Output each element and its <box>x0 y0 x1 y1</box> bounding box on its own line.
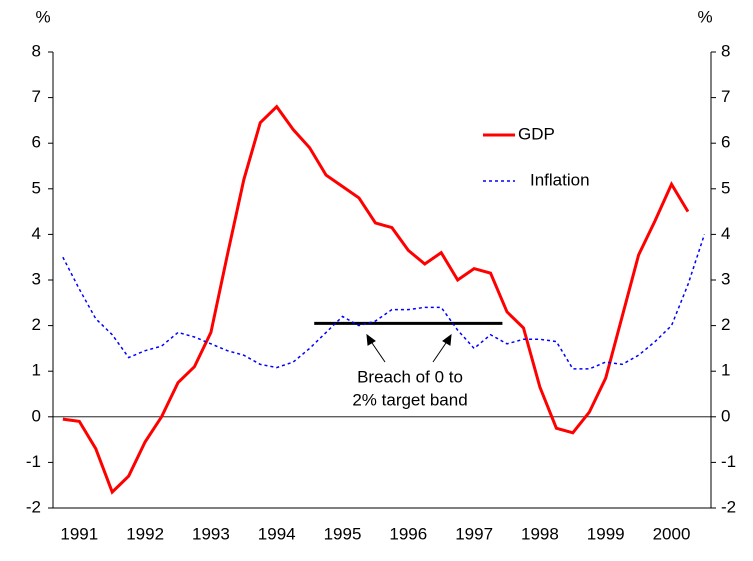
y2-tick-label: 8 <box>721 41 730 60</box>
x-tick-label: 1993 <box>192 524 230 543</box>
y2-tick-label: 1 <box>721 361 730 380</box>
series-line <box>62 104 690 495</box>
x-tick-label: 1997 <box>455 524 493 543</box>
y2-tick-label: -1 <box>721 452 736 471</box>
x-tick-label: 1994 <box>258 524 296 543</box>
y-tick-label: 2 <box>32 315 41 334</box>
y2-tick-label: 2 <box>721 315 730 334</box>
y-tick-label: 4 <box>32 224 41 243</box>
y2-tick-label: 4 <box>721 224 730 243</box>
x-tick-label: 1998 <box>521 524 559 543</box>
y-tick-label: 6 <box>32 133 41 152</box>
y-tick-label: 7 <box>32 87 41 106</box>
legend-label: GDP <box>518 124 555 143</box>
y-tick-label: -1 <box>26 452 41 471</box>
annotation: Breach of 0 to <box>357 367 463 386</box>
x-tick-label: 1995 <box>324 524 362 543</box>
y2-axis-label: % <box>697 7 712 26</box>
y2-tick-label: 6 <box>721 133 730 152</box>
y-tick-label: 1 <box>32 361 41 380</box>
y-tick-label: 5 <box>32 178 41 197</box>
x-tick-label: 2000 <box>653 524 691 543</box>
y-tick-label: -2 <box>26 497 41 516</box>
x-tick-label: 1996 <box>389 524 427 543</box>
legend-label: Inflation <box>530 170 590 189</box>
y2-tick-label: 7 <box>721 87 730 106</box>
y2-tick-label: -2 <box>721 497 736 516</box>
annotation: 2% target band <box>352 390 467 409</box>
series-line <box>62 234 706 370</box>
x-tick-label: 1992 <box>126 524 164 543</box>
y2-tick-label: 5 <box>721 178 730 197</box>
x-tick-label: 1991 <box>60 524 98 543</box>
y2-tick-label: 3 <box>721 269 730 288</box>
y-axis-label: % <box>35 7 50 26</box>
y-tick-label: 0 <box>32 406 41 425</box>
y2-tick-label: 0 <box>721 406 730 425</box>
annotation-arrows <box>366 333 452 363</box>
y-tick-label: 8 <box>32 41 41 60</box>
x-tick-label: 1999 <box>587 524 625 543</box>
y-tick-label: 3 <box>32 269 41 288</box>
